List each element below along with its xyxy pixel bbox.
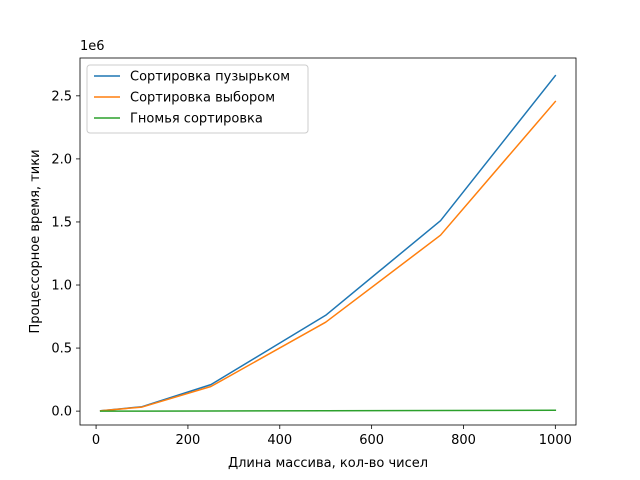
legend-label: Сортировка пузырьком (130, 70, 290, 85)
y-axis-label: Процессорное время, тики (28, 149, 43, 333)
y-tick-label: 0.5 (51, 342, 72, 357)
legend-label: Сортировка выбором (130, 91, 275, 106)
y-axis-offset-label: 1e6 (80, 39, 105, 54)
series-line-2 (101, 102, 556, 411)
legend: Сортировка пузырьком Сортировка выбором Гн… (87, 65, 308, 133)
legend-label: Гномья сортировка (130, 112, 263, 127)
series-line-3 (101, 410, 556, 411)
x-tick-label: 400 (267, 433, 292, 448)
x-tick-label: 800 (451, 433, 476, 448)
x-tick-label: 0 (92, 433, 100, 448)
y-tick-label: 1.0 (51, 279, 72, 294)
y-axis: 0.0 0.5 1.0 1.5 2.0 2.5 (51, 89, 80, 419)
x-tick-label: 600 (359, 433, 384, 448)
y-tick-label: 0.0 (51, 405, 72, 420)
x-axis: 0 200 400 600 800 1000 (92, 425, 572, 448)
y-tick-label: 1.5 (51, 215, 72, 230)
x-tick-label: 1000 (539, 433, 572, 448)
y-tick-label: 2.5 (51, 89, 72, 104)
y-tick-label: 2.0 (51, 152, 72, 167)
x-tick-label: 200 (176, 433, 201, 448)
x-axis-label: Длина массива, кол-во чисел (228, 456, 428, 471)
